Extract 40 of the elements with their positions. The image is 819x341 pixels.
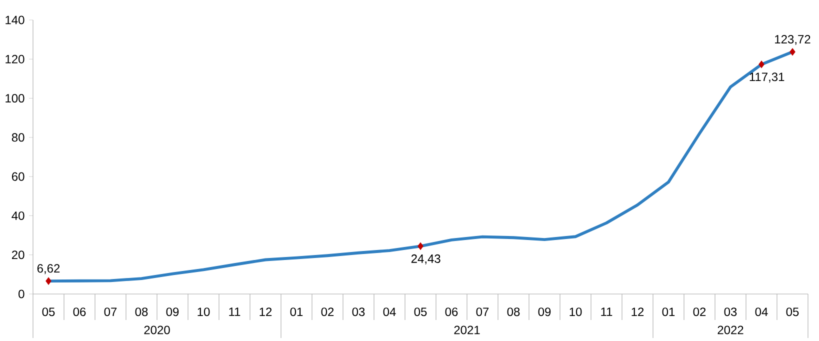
x-tick-label: 08 [507, 308, 520, 316]
x-tick-label: 09 [538, 308, 551, 316]
x-tick-label: 09 [166, 308, 179, 316]
x-tick-label: 02 [321, 308, 334, 316]
x-tick-label: 06 [445, 308, 458, 316]
x-tick-label: 05 [414, 308, 427, 316]
data-label: 117,31 [750, 72, 784, 83]
x-tick-label: 04 [755, 308, 768, 316]
x-tick-label: 01 [662, 308, 675, 316]
data-label: 24,43 [411, 254, 440, 264]
text: 2020 [144, 326, 170, 334]
x-tick-label: 04 [383, 308, 396, 316]
x-tick-label: 12 [632, 308, 644, 316]
x-tick-label: 07 [476, 308, 489, 316]
text: 2022 [718, 326, 744, 334]
y-tick-label: 140 [6, 16, 24, 24]
x-tick-label: 06 [73, 308, 86, 316]
x-tick-label: 08 [135, 308, 148, 316]
y-tick-label: 0 [18, 290, 24, 298]
y-tick-label: 80 [12, 133, 24, 142]
x-tick-label: 10 [570, 308, 582, 316]
x-tick-label: 11 [601, 308, 612, 316]
x-tick-label: 11 [229, 308, 240, 316]
x-tick-label: 01 [290, 308, 303, 316]
y-tick-label: 100 [6, 94, 24, 103]
y-tick-label: 60 [12, 172, 24, 181]
x-tick-label: 05 [42, 308, 55, 316]
x-tick-label: 03 [724, 308, 737, 316]
y-tick-label: 20 [12, 250, 24, 260]
y-tick-label: 40 [12, 211, 24, 220]
x-tick-label: 07 [104, 308, 117, 316]
x-tick-label: 12 [260, 308, 272, 316]
data-label: 123,72 [775, 35, 810, 45]
x-tick-label: 05 [786, 308, 799, 316]
data-label: 6,62 [37, 264, 60, 274]
x-tick-label: 10 [198, 308, 210, 316]
x-tick-label: 02 [693, 308, 706, 316]
y-tick-label: 120 [6, 54, 24, 64]
text: 2021 [454, 326, 480, 334]
x-tick-label: 03 [352, 308, 365, 316]
